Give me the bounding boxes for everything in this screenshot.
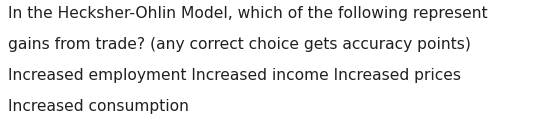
Text: Increased consumption: Increased consumption <box>8 99 189 114</box>
Text: gains from trade? (any correct choice gets accuracy points): gains from trade? (any correct choice ge… <box>8 37 472 52</box>
Text: In the Hecksher-Ohlin Model, which of the following represent: In the Hecksher-Ohlin Model, which of th… <box>8 6 488 21</box>
Text: Increased employment Increased income Increased prices: Increased employment Increased income In… <box>8 68 461 83</box>
